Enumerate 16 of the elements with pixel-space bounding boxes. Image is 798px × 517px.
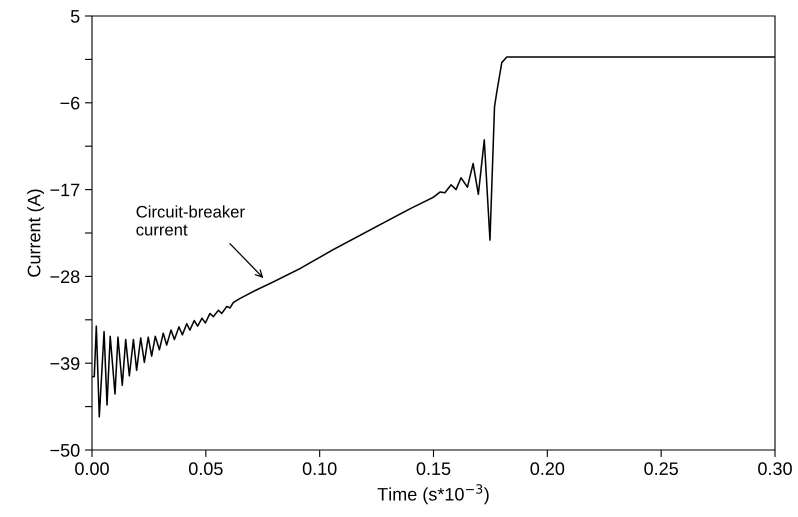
x-tick-label: 0.30 xyxy=(758,462,792,476)
y-tick-label: −17 xyxy=(50,184,80,196)
x-tick-label: 0.20 xyxy=(530,462,564,476)
x-tick-label: 0.15 xyxy=(416,462,450,476)
y-tick-label: −50 xyxy=(50,444,80,457)
y-tick-label: 5 xyxy=(70,10,80,23)
y-tick-label: −28 xyxy=(50,270,80,284)
x-tick-label: 0.10 xyxy=(302,462,337,476)
annotation: Circuit-breaker current xyxy=(136,205,245,236)
x-tick-label: 0.05 xyxy=(188,462,223,476)
y-tick-label: −39 xyxy=(50,357,80,370)
y-axis-title: Current (A) xyxy=(27,189,44,277)
x-tick-label: 0.25 xyxy=(644,462,678,476)
y-tick-label: −6 xyxy=(60,96,80,110)
x-tick-label: 0.00 xyxy=(75,462,109,476)
x-axis-title: Time (s*10$^{−3}$) xyxy=(378,484,489,504)
